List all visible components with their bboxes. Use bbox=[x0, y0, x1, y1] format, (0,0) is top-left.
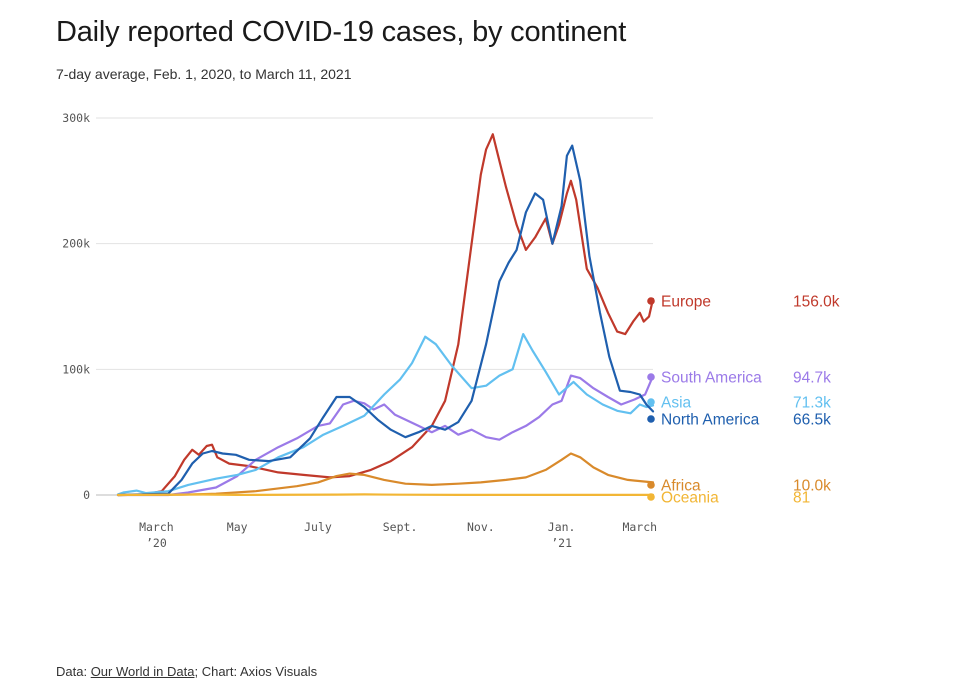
africa-label: Africa bbox=[661, 478, 701, 495]
africa-end-dot bbox=[647, 481, 655, 489]
x-tick-label: Nov. bbox=[467, 520, 495, 534]
y-tick-label: 100k bbox=[62, 362, 90, 376]
europe-value: 156.0k bbox=[793, 294, 840, 311]
source-footer: Data: Our World in Data; Chart: Axios Vi… bbox=[56, 664, 317, 679]
europe-end-dot bbox=[647, 297, 655, 305]
oceania-label: Oceania bbox=[661, 490, 719, 507]
x-tick-label: March bbox=[139, 520, 174, 534]
europe-line bbox=[116, 133, 655, 497]
europe-label: Europe bbox=[661, 294, 711, 311]
grid-lines bbox=[96, 117, 653, 496]
north-america-line bbox=[116, 144, 655, 497]
asia-end-dot bbox=[647, 398, 655, 406]
x-tick-sublabel: ’21 bbox=[551, 536, 572, 550]
line-chart: 0 100k 200k 300k March ’20 May July Sept. Nov. Ja… bbox=[62, 111, 840, 550]
y-axis: 0 100k 200k 300k bbox=[62, 111, 90, 502]
footer-prefix: Data: bbox=[56, 664, 91, 679]
oceania-value: 81 bbox=[793, 490, 810, 507]
south-america-end-dot bbox=[647, 373, 655, 381]
x-tick-label: March bbox=[622, 520, 657, 534]
series-lines bbox=[116, 133, 655, 497]
x-tick-label: July bbox=[304, 520, 332, 534]
x-tick-label: Jan. bbox=[548, 520, 576, 534]
source-link[interactable]: Our World in Data bbox=[90, 664, 195, 679]
africa-line bbox=[116, 452, 655, 497]
x-tick-label: May bbox=[227, 520, 248, 534]
north-america-label: North America bbox=[661, 412, 760, 429]
chart-title: Daily reported COVID-19 cases, by contin… bbox=[56, 16, 627, 48]
asia-label: Asia bbox=[661, 395, 692, 412]
north-america-value: 66.5k bbox=[793, 412, 831, 429]
oceania-end-dot bbox=[647, 493, 655, 501]
x-tick-sublabel: ’20 bbox=[146, 536, 167, 550]
south-america-value: 94.7k bbox=[793, 370, 831, 387]
asia-line bbox=[116, 333, 655, 496]
end-labels: Europe 156.0k South America 94.7k Asia 71.3k N… bbox=[647, 294, 840, 507]
y-tick-label: 200k bbox=[62, 237, 90, 251]
x-tick-label: Sept. bbox=[383, 520, 418, 534]
y-tick-label: 0 bbox=[83, 488, 90, 502]
africa-value: 10.0k bbox=[793, 478, 831, 495]
south-america-label: South America bbox=[661, 370, 762, 387]
south-america-line bbox=[116, 374, 655, 497]
north-america-end-dot bbox=[647, 415, 655, 423]
y-tick-label: 300k bbox=[62, 111, 90, 125]
chart-subtitle: 7-day average, Feb. 1, 2020, to March 11… bbox=[56, 66, 352, 82]
oceania-line bbox=[116, 493, 655, 497]
footer-suffix: ; Chart: Axios Visuals bbox=[194, 664, 318, 679]
x-axis: March ’20 May July Sept. Nov. Jan. ’21 March bbox=[139, 520, 657, 550]
asia-value: 71.3k bbox=[793, 395, 831, 412]
